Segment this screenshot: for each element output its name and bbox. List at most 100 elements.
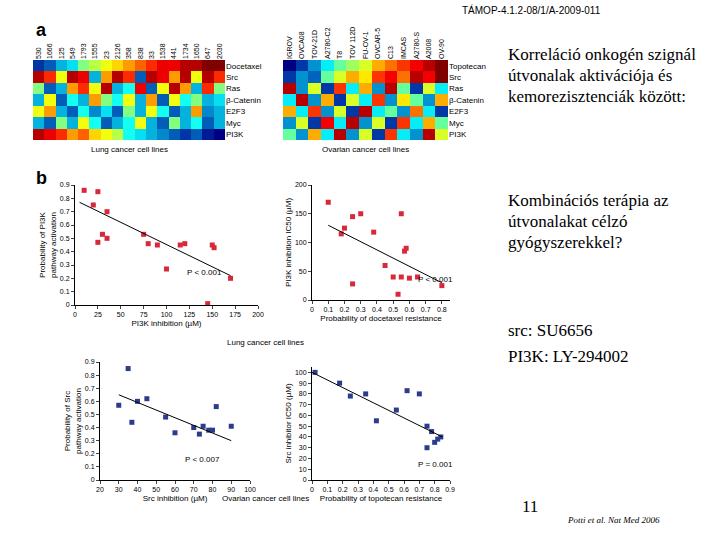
svg-text:0.4: 0.4 [60, 248, 70, 255]
svg-text:A2780-C2: A2780-C2 [324, 27, 331, 59]
svg-text:100: 100 [244, 486, 256, 493]
svg-text:Src inhibition (µM): Src inhibition (µM) [143, 494, 208, 503]
svg-text:90: 90 [227, 486, 235, 493]
svg-text:Probability of Srcpathway acti: Probability of Srcpathway activation [63, 388, 82, 454]
svg-text:0.5: 0.5 [60, 235, 70, 242]
svg-text:0: 0 [91, 476, 95, 483]
svg-text:Probability of docetaxel resis: Probability of docetaxel resistance [320, 314, 442, 323]
svg-text:0.8: 0.8 [430, 486, 440, 493]
svg-text:100: 100 [161, 311, 173, 318]
svg-text:β-Catenin: β-Catenin [226, 96, 261, 105]
svg-text:Topotecan: Topotecan [449, 62, 486, 71]
svg-text:0: 0 [303, 476, 307, 483]
svg-text:0: 0 [73, 311, 77, 318]
svg-text:0.9: 0.9 [445, 486, 455, 493]
svg-text:0.7: 0.7 [85, 385, 95, 392]
svg-text:OV-90: OV-90 [438, 39, 445, 59]
svg-text:0.7: 0.7 [421, 306, 431, 313]
svg-text:200: 200 [295, 181, 307, 188]
svg-text:1734: 1734 [182, 43, 189, 59]
svg-text:25: 25 [94, 311, 102, 318]
svg-text:838: 838 [137, 47, 144, 59]
svg-text:E2F3: E2F3 [449, 107, 469, 116]
svg-text:PI3K inhibition (µM): PI3K inhibition (µM) [132, 319, 202, 328]
svg-text:40: 40 [134, 486, 142, 493]
svg-text:0: 0 [66, 301, 70, 308]
svg-text:75: 75 [140, 311, 148, 318]
svg-text:0.3: 0.3 [353, 486, 363, 493]
svg-text:PI3K: PI3K [449, 130, 467, 139]
svg-text:0.7: 0.7 [414, 486, 424, 493]
svg-text:Ras: Ras [226, 84, 240, 93]
svg-text:1793: 1793 [80, 43, 87, 59]
svg-text:OVCA08: OVCA08 [298, 31, 305, 59]
svg-text:0.5: 0.5 [388, 306, 398, 313]
svg-text:P < 0.001: P < 0.001 [418, 275, 453, 284]
svg-text:2126: 2126 [114, 43, 121, 59]
svg-text:Myc: Myc [449, 119, 464, 128]
svg-text:150: 150 [206, 311, 218, 318]
svg-text:Src inhibitor IC50 (µM): Src inhibitor IC50 (µM) [284, 383, 293, 464]
svg-text:2030: 2030 [216, 43, 223, 59]
svg-text:0.3: 0.3 [60, 261, 70, 268]
svg-text:0.9: 0.9 [60, 181, 70, 188]
svg-text:0: 0 [303, 296, 307, 303]
svg-text:10: 10 [299, 466, 307, 473]
svg-text:C13: C13 [387, 46, 394, 59]
svg-text:1666: 1666 [46, 43, 53, 59]
svg-text:0.6: 0.6 [60, 221, 70, 228]
svg-text:T8: T8 [336, 51, 343, 59]
svg-text:60: 60 [299, 412, 307, 419]
svg-text:TOV-21D: TOV-21D [311, 30, 318, 59]
svg-text:100: 100 [295, 239, 307, 246]
svg-text:0.1: 0.1 [60, 288, 70, 295]
svg-text:150: 150 [295, 210, 307, 217]
svg-text:0.8: 0.8 [85, 372, 95, 379]
svg-text:0.4: 0.4 [372, 306, 382, 313]
svg-text:0.2: 0.2 [85, 450, 95, 457]
svg-text:50: 50 [299, 423, 307, 430]
svg-text:20: 20 [96, 486, 104, 493]
svg-text:20: 20 [299, 455, 307, 462]
svg-text:A2008: A2008 [425, 39, 432, 59]
svg-text:0.2: 0.2 [60, 275, 70, 282]
svg-text:23: 23 [103, 51, 110, 59]
svg-text:FU-OV-1: FU-OV-1 [362, 31, 369, 59]
svg-text:100: 100 [295, 369, 307, 376]
svg-text:Probability of topotecan resis: Probability of topotecan resistance [320, 494, 443, 503]
svg-text:50: 50 [299, 268, 307, 275]
svg-text:0.3: 0.3 [356, 306, 366, 313]
svg-text:Src: Src [226, 73, 238, 82]
svg-text:OVCAR-5: OVCAR-5 [374, 28, 381, 59]
svg-text:175: 175 [229, 311, 241, 318]
svg-text:IMCAS: IMCAS [400, 37, 407, 60]
svg-text:Lung cancer cell lines: Lung cancer cell lines [227, 338, 304, 347]
svg-text:Docetaxel: Docetaxel [226, 62, 262, 71]
svg-text:0.2: 0.2 [338, 486, 348, 493]
svg-text:0.4: 0.4 [368, 486, 378, 493]
svg-text:70: 70 [190, 486, 198, 493]
svg-text:1538: 1538 [159, 43, 166, 59]
svg-text:0.1: 0.1 [85, 463, 95, 470]
svg-text:647: 647 [204, 47, 211, 59]
svg-text:Probability of PI3Kpathway act: Probability of PI3Kpathway activation [38, 211, 57, 277]
svg-text:1555: 1555 [91, 43, 98, 59]
svg-text:0.3: 0.3 [85, 437, 95, 444]
svg-text:IGROV: IGROV [286, 36, 293, 59]
svg-text:β-Catenin: β-Catenin [449, 96, 484, 105]
svg-text:Ovarian cancer cell lines: Ovarian cancer cell lines [222, 494, 309, 503]
svg-text:80: 80 [299, 390, 307, 397]
svg-text:40: 40 [299, 433, 307, 440]
svg-text:0.7: 0.7 [60, 208, 70, 215]
svg-text:0.6: 0.6 [85, 398, 95, 405]
svg-text:70: 70 [299, 401, 307, 408]
svg-text:30: 30 [115, 486, 123, 493]
svg-text:0.1: 0.1 [322, 486, 332, 493]
svg-text:Lung cancer cell lines: Lung cancer cell lines [91, 145, 168, 154]
svg-text:0.2: 0.2 [340, 306, 350, 313]
svg-text:50: 50 [152, 486, 160, 493]
svg-text:TOV 112D: TOV 112D [349, 27, 356, 59]
svg-text:358: 358 [125, 47, 132, 59]
svg-text:Src: Src [449, 73, 461, 82]
svg-text:0.1: 0.1 [323, 306, 333, 313]
